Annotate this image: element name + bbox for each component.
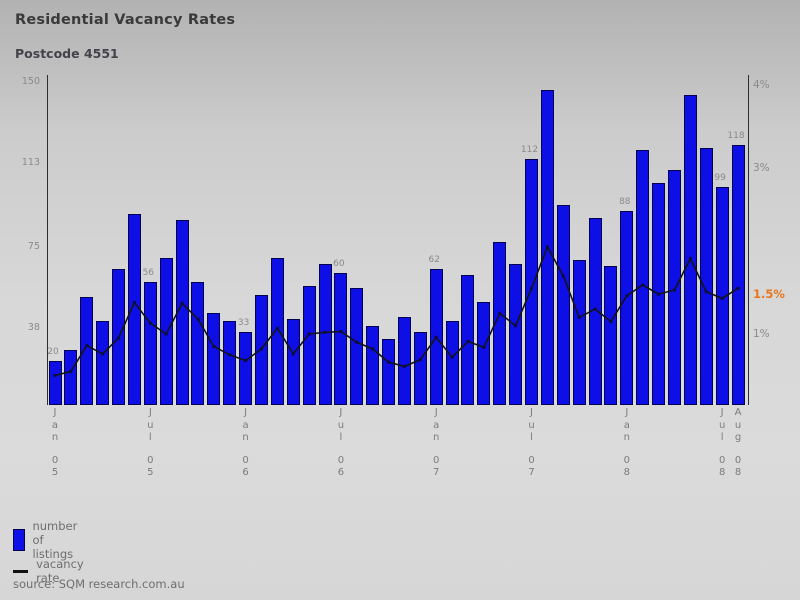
bar-value-label: 20 <box>47 347 59 357</box>
right-axis-tick: 1.5% <box>753 286 785 301</box>
listings-bar <box>64 350 78 405</box>
listings-bar <box>556 204 570 405</box>
legend-item-listings: number of listings <box>13 519 87 561</box>
listings-bar <box>318 264 332 405</box>
listings-bar <box>350 288 364 405</box>
listings-bar <box>715 187 729 405</box>
listings-bar <box>413 332 427 405</box>
listings-bar <box>429 268 443 405</box>
listings-bar <box>604 266 618 405</box>
listings-bar <box>540 90 554 405</box>
left-axis-line <box>47 75 48 405</box>
listings-bar <box>80 297 94 405</box>
listings-bar <box>667 169 681 405</box>
left-axis-tick: 75 <box>27 241 40 252</box>
listings-bar <box>191 281 205 405</box>
listings-bar <box>96 321 110 405</box>
listings-bar <box>223 321 237 405</box>
listings-bar <box>477 301 491 405</box>
bar-value-label: 62 <box>428 254 440 265</box>
listings-bar <box>525 158 539 405</box>
listings-bar <box>48 361 62 405</box>
listings-bar <box>270 257 284 405</box>
listings-bar <box>302 286 316 405</box>
postcode-subtitle: Postcode 4551 <box>15 46 119 61</box>
page-title: Residential Vacancy Rates <box>15 12 236 28</box>
right-axis-line <box>748 75 749 405</box>
bar-value-label: 88 <box>619 197 631 208</box>
left-axis-tick: 113 <box>21 157 40 169</box>
source-attribution: source: SQM research.com.au <box>13 577 185 591</box>
right-axis-tick: 4% <box>753 79 770 91</box>
listings-bar <box>461 275 475 405</box>
right-axis-tick: 3% <box>753 162 770 174</box>
right-axis-tick: 1% <box>753 328 770 340</box>
listings-bar <box>207 312 221 405</box>
listings-bar <box>175 220 189 405</box>
bar-value-label: 112 <box>520 144 539 155</box>
listings-bar <box>127 213 141 405</box>
listings-bar <box>159 257 173 405</box>
bar-value-label: 118 <box>727 131 745 142</box>
listings-bar <box>334 273 348 405</box>
bar-value-label: 33 <box>237 318 250 329</box>
legend-label-listings: number of listings <box>32 519 78 561</box>
listings-bar <box>699 147 713 405</box>
left-axis-tick: 150 <box>21 76 40 87</box>
listings-bar <box>286 319 300 405</box>
bar-value-label: 56 <box>142 267 155 278</box>
bar-value-label: 99 <box>714 173 726 184</box>
listings-bar <box>382 339 396 405</box>
listings-bar <box>239 332 253 405</box>
blue-square-icon <box>13 529 26 551</box>
legend-item-vacancy-rate: vacancy rate <box>13 557 90 585</box>
listings-bar <box>572 259 586 405</box>
listings-bar <box>509 264 523 405</box>
listings-bar <box>493 242 507 405</box>
listings-bar <box>731 145 745 405</box>
listings-bar <box>366 325 380 405</box>
listings-bar <box>143 281 157 405</box>
bar-value-label: 60 <box>333 259 345 269</box>
listings-bar <box>683 94 697 405</box>
listings-bar <box>397 317 411 405</box>
left-axis-tick: 38 <box>27 322 40 334</box>
listings-bar <box>445 321 459 405</box>
listings-bar <box>254 295 268 405</box>
listings-bar <box>112 268 126 405</box>
listings-bar <box>636 149 650 405</box>
listings-bar <box>652 182 666 405</box>
listings-bar <box>620 211 634 405</box>
legend-label-vacancy-rate: vacancy rate <box>36 557 84 585</box>
listings-bar <box>588 218 602 405</box>
black-line-icon <box>13 569 29 573</box>
